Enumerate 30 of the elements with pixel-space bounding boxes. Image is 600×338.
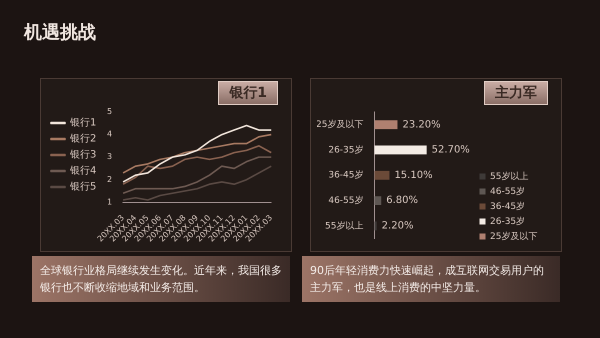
data-label: 6.80% <box>386 195 418 206</box>
legend-label: 银行1 <box>69 118 96 129</box>
y-tick-label: 2 <box>106 174 112 184</box>
text: 主力军 <box>484 81 548 105</box>
y-tick-label: 55岁以上 <box>325 220 364 232</box>
legend-label: 银行5 <box>69 182 96 193</box>
legend-label: 55岁以上 <box>490 170 528 182</box>
legend-label: 46-55岁 <box>490 186 526 197</box>
legend-label: 36-45岁 <box>490 200 526 212</box>
y-tick-label: 46-55岁 <box>328 194 364 206</box>
legend-label: 25岁及以下 <box>490 230 538 242</box>
y-tick-label: 4 <box>106 130 112 139</box>
y-tick-label: 1 <box>106 197 112 206</box>
text: 全球银行业格局继续发生变化。近年来，我国很多银行也不断收缩地域和业务范围。 <box>32 256 290 302</box>
legend-label: 银行2 <box>69 134 96 145</box>
legend-label: 银行3 <box>69 150 96 161</box>
data-label: 23.20% <box>402 119 441 130</box>
y-tick-label: 26-35岁 <box>328 144 364 156</box>
data-label: 15.10% <box>394 170 433 181</box>
y-tick-label: 3 <box>106 152 112 162</box>
legend-label: 26-35岁 <box>490 216 526 227</box>
legend-label: 银行4 <box>69 166 96 177</box>
y-tick-label: 36-45岁 <box>328 170 364 181</box>
data-label: 2.20% <box>382 220 414 232</box>
text: 90后年轻消费力快速崛起，成互联网交易用户的主力军，也是线上消费的中坚力量。 <box>302 256 560 302</box>
text: 银行1 <box>218 81 278 105</box>
y-tick-label: 5 <box>106 107 112 116</box>
data-label: 52.70% <box>432 144 470 156</box>
chart-title: 机遇挑战 <box>24 21 96 44</box>
y-tick-label: 25岁及以下 <box>316 119 364 130</box>
